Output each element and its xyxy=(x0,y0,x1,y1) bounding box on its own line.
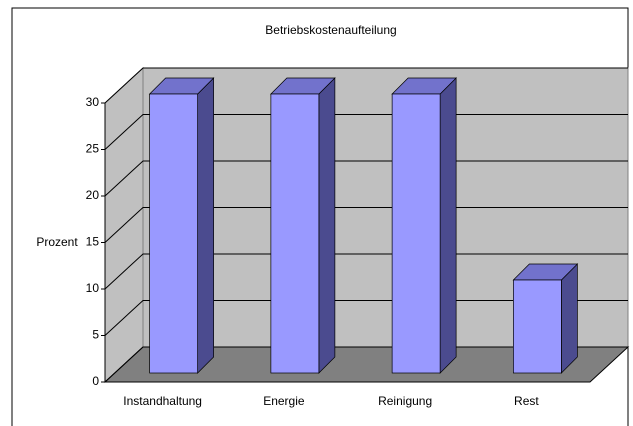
bar xyxy=(391,93,441,374)
grid-line xyxy=(104,346,628,383)
bar-side xyxy=(439,77,457,374)
grid-line xyxy=(104,160,628,197)
x-tick-label: Rest xyxy=(514,394,539,408)
chart-title: Betriebskostenaufteilung xyxy=(265,23,396,37)
y-tick-label: 15 xyxy=(86,235,100,249)
bar-side xyxy=(197,77,214,374)
grid-line xyxy=(104,300,628,336)
y-tick-label: 20 xyxy=(86,188,100,202)
bar xyxy=(270,93,320,374)
y-tick-label: 10 xyxy=(86,281,100,295)
x-tick-label: Reinigung xyxy=(378,394,432,408)
bar-side xyxy=(561,263,578,374)
y-tick-label: 25 xyxy=(86,142,100,156)
y-tick-label: 30 xyxy=(86,95,100,109)
grid-line xyxy=(104,114,628,150)
x-tick-label: Energie xyxy=(263,394,305,408)
grid-line xyxy=(104,253,628,290)
grid-line xyxy=(104,67,628,104)
y-tick-label: 5 xyxy=(92,328,99,342)
bar-side xyxy=(318,77,336,374)
y-axis-label: Prozent xyxy=(36,235,78,249)
x-tick-label: Instandhaltung xyxy=(123,394,202,408)
bar xyxy=(149,93,198,374)
y-tick-label: 0 xyxy=(92,374,99,388)
bar xyxy=(513,279,562,374)
grid-line xyxy=(104,207,628,243)
